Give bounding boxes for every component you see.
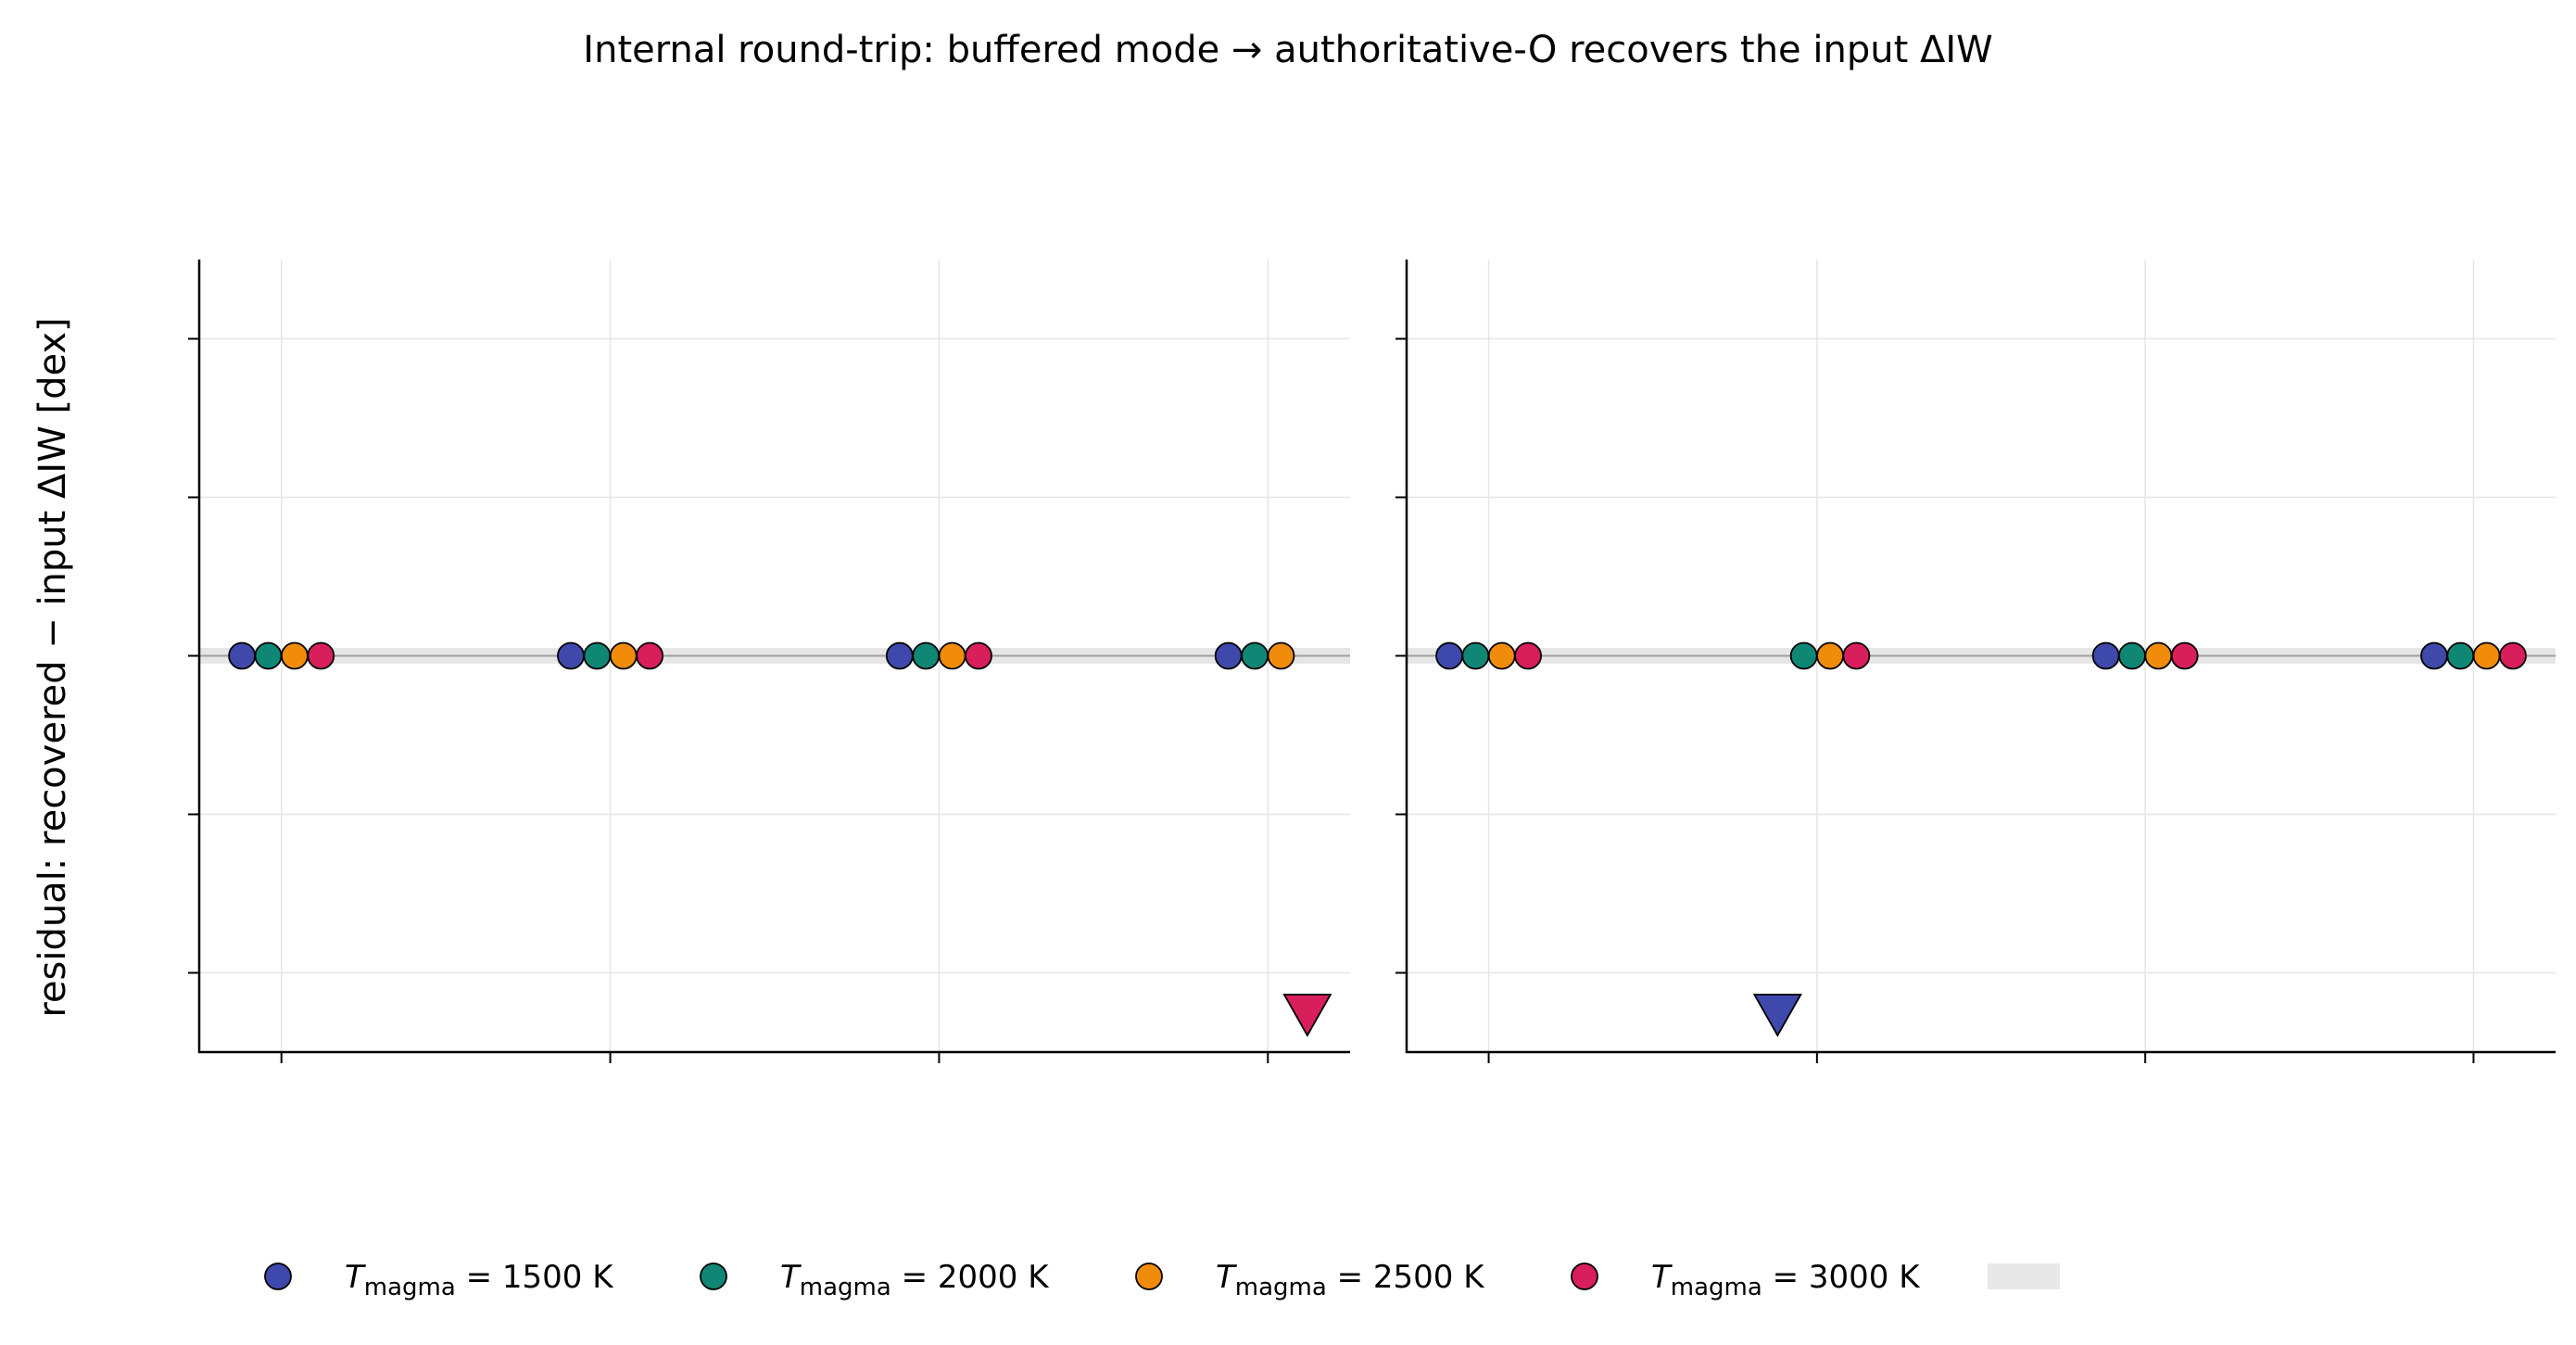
data-point	[1816, 641, 1844, 670]
data-point	[912, 641, 941, 670]
data-point	[281, 641, 309, 670]
legend-sub: magma	[364, 1274, 456, 1301]
legend-var: T	[345, 1259, 366, 1296]
data-point	[1241, 641, 1269, 670]
legend-marker	[264, 1263, 292, 1290]
legend-label: Tmagma = 1500 K	[345, 1259, 614, 1301]
legend-sub: magma	[800, 1274, 891, 1301]
data-point	[965, 641, 992, 670]
legend-value: = 2500 K	[1327, 1259, 1485, 1296]
data-point	[636, 641, 664, 670]
data-point	[1461, 641, 1490, 670]
data-point	[2420, 641, 2448, 670]
legend-sub: magma	[1235, 1274, 1327, 1301]
data-point	[2472, 641, 2501, 670]
legend-marker	[1571, 1263, 1598, 1290]
data-point	[1435, 641, 1463, 670]
data-point	[254, 641, 283, 670]
data-point	[1789, 641, 1818, 670]
legend-value: = 1500 K	[456, 1259, 614, 1296]
data-point	[1842, 641, 1871, 670]
legend-marker	[1135, 1263, 1163, 1290]
data-point	[1514, 641, 1542, 670]
data-point	[2144, 641, 2173, 670]
data-point	[938, 641, 966, 670]
data-point	[885, 641, 914, 670]
data-point	[2091, 641, 2120, 670]
legend-var: T	[1216, 1259, 1237, 1296]
data-point	[557, 641, 585, 670]
legend-value: = 2000 K	[891, 1259, 1050, 1296]
legend-label: Tmagma = 3000 K	[1651, 1259, 1921, 1301]
legend-label: Tmagma = 2500 K	[1216, 1259, 1485, 1301]
data-point	[1214, 641, 1243, 670]
panel-atmodeller	[1395, 260, 2556, 1063]
data-point	[1267, 641, 1295, 670]
legend-value: = 3000 K	[1762, 1259, 1921, 1296]
data-point	[2499, 641, 2527, 670]
legend-var: T	[1651, 1259, 1673, 1296]
offscale-marker	[1752, 994, 1802, 1037]
data-point	[2118, 641, 2146, 670]
legend-band-swatch	[1988, 1263, 2060, 1289]
y-axis-label: residual: recovered − input ΔIW [dex]	[32, 317, 74, 1017]
data-point	[609, 641, 638, 670]
offscale-marker	[1282, 994, 1332, 1037]
legend-label: Tmagma = 2000 K	[780, 1259, 1050, 1301]
panel-calliope	[188, 260, 1350, 1063]
legend: Tmagma = 1500 K Tmagma = 2000 K Tmagma = 2…	[264, 1259, 2060, 1301]
data-point	[307, 641, 335, 670]
data-point	[583, 641, 612, 670]
legend-marker	[700, 1263, 727, 1290]
data-point	[2170, 641, 2199, 670]
data-point	[2446, 641, 2475, 670]
legend-sub: magma	[1671, 1274, 1762, 1301]
data-point	[228, 641, 257, 670]
data-point	[1487, 641, 1516, 670]
figure-title: Internal round-trip: buffered mode → aut…	[583, 29, 1992, 71]
legend-var: T	[780, 1259, 802, 1296]
